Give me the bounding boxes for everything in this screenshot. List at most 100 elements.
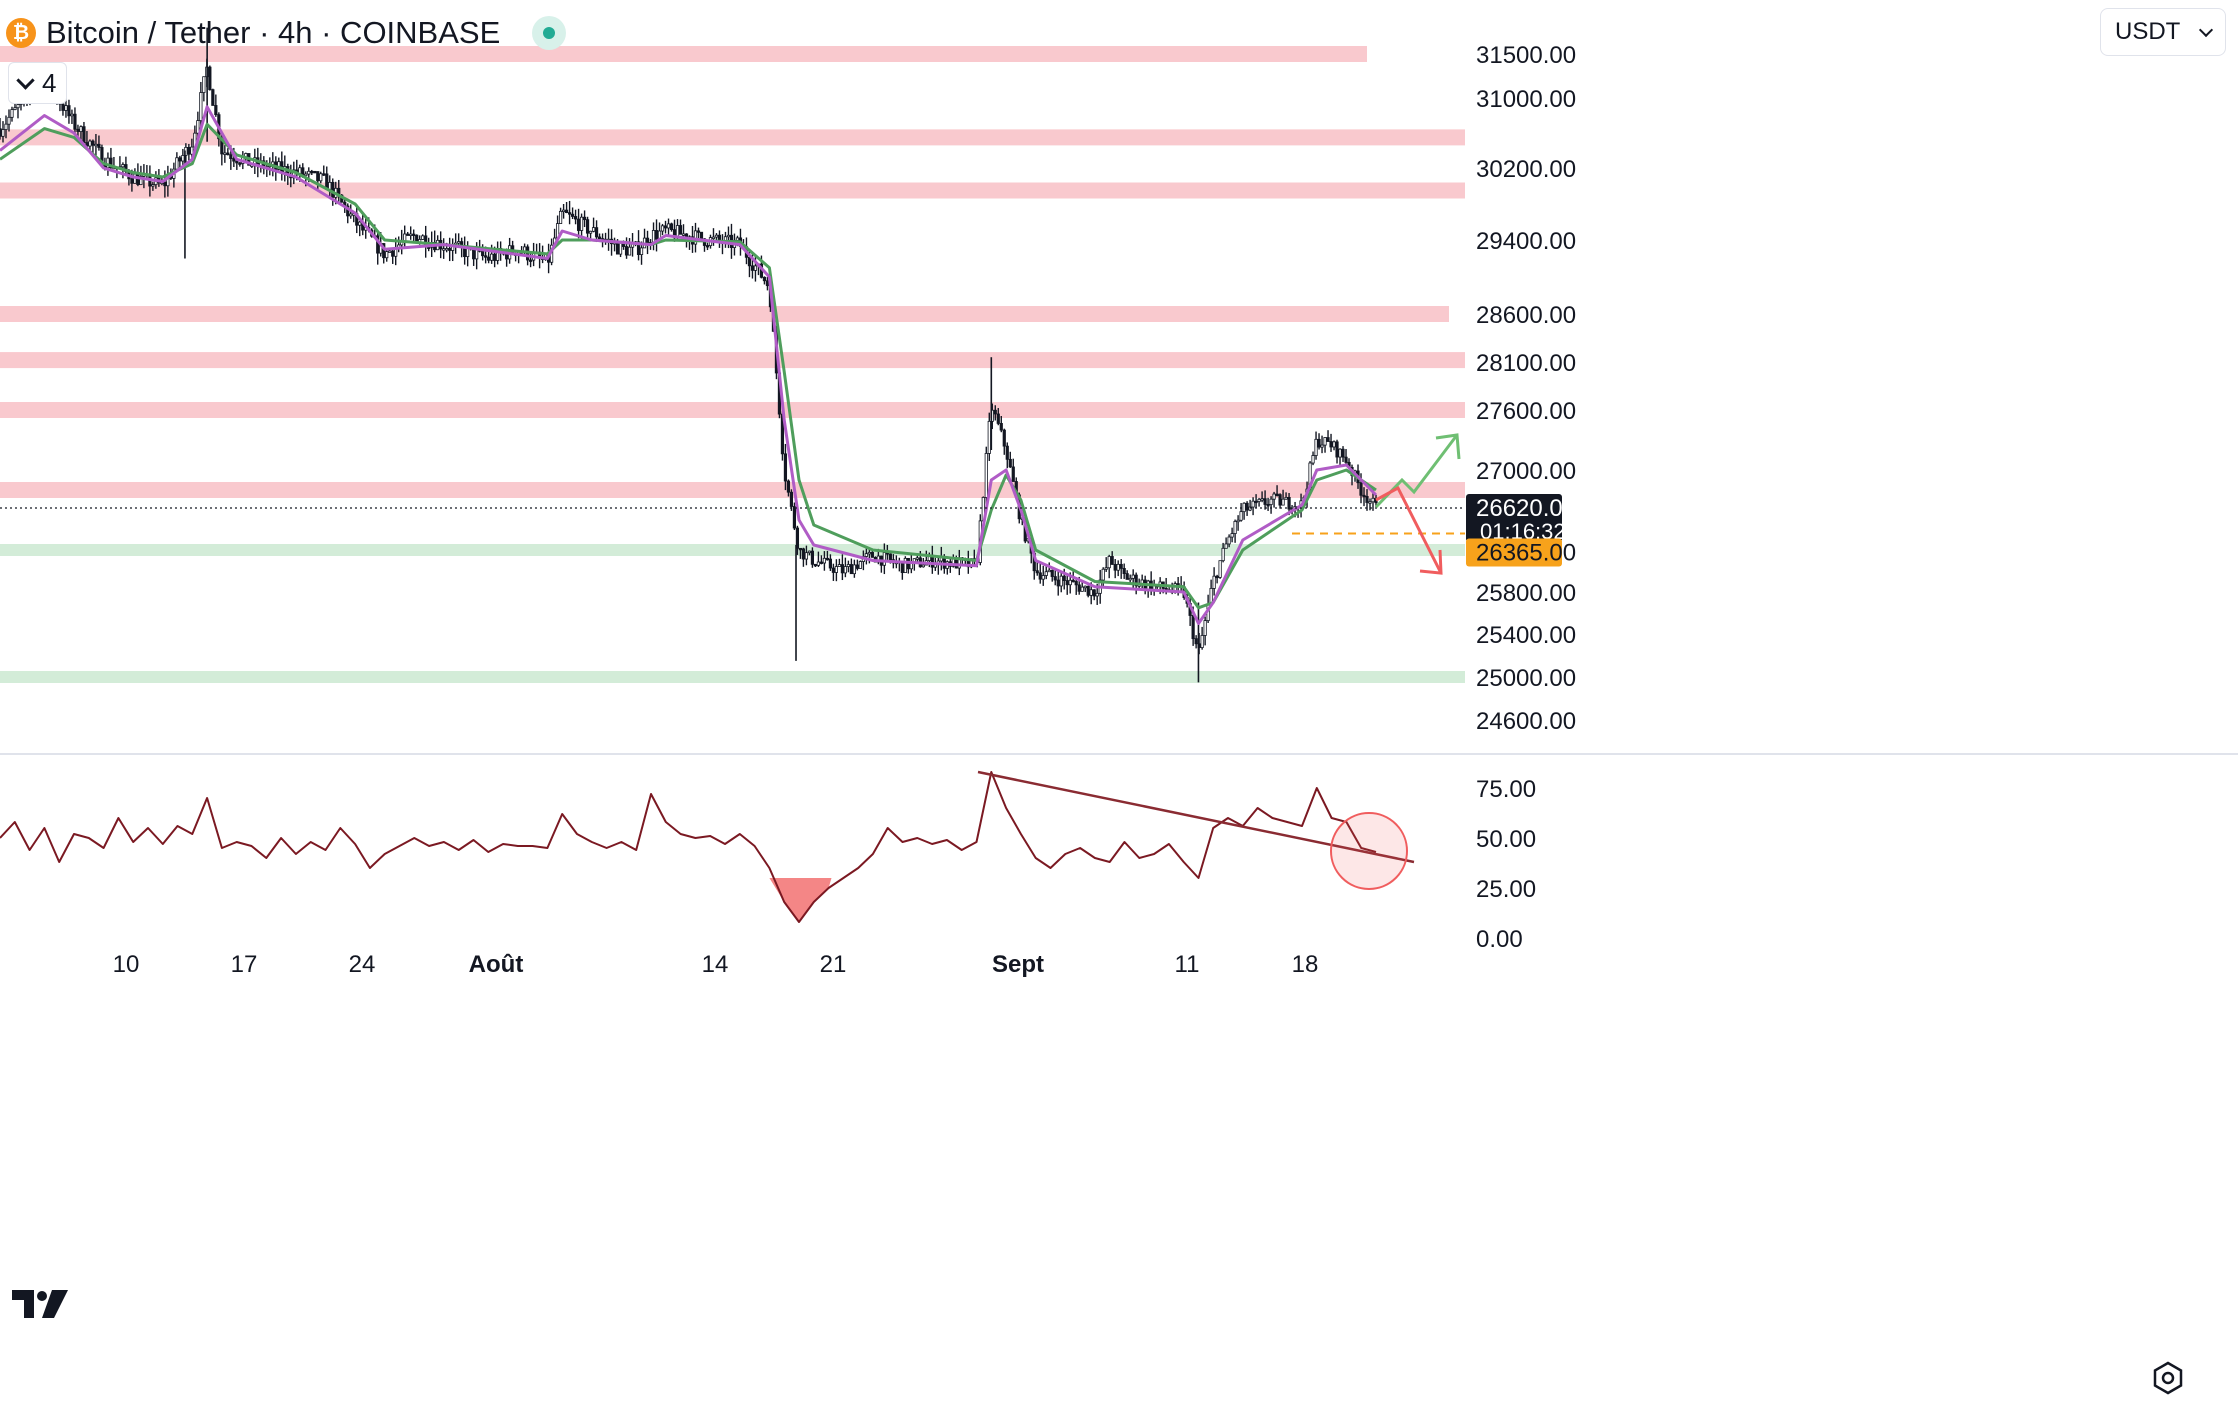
candle-body	[753, 265, 758, 271]
candle-body	[97, 143, 101, 148]
candle-body	[1224, 543, 1228, 549]
candle	[993, 405, 997, 421]
candle-body	[1056, 579, 1060, 587]
candle	[639, 241, 644, 265]
candle	[1254, 494, 1258, 508]
candle	[1194, 635, 1198, 649]
candle	[1011, 458, 1015, 482]
level-zones	[0, 46, 1465, 683]
candle-body	[1239, 511, 1243, 521]
candle-body	[4, 123, 8, 130]
candle	[1086, 585, 1090, 598]
candle	[858, 560, 862, 569]
candle	[624, 237, 629, 259]
candle	[1233, 519, 1237, 543]
candle	[795, 525, 800, 555]
candle	[627, 238, 632, 256]
candle-body	[1251, 500, 1255, 508]
candle-body	[804, 552, 809, 560]
resistance-zone-6	[0, 482, 1465, 498]
candle-body	[705, 245, 710, 248]
time-tick-label: 18	[1292, 951, 1319, 978]
candle-body	[855, 564, 859, 569]
indicators-collapse-button[interactable]: 4	[8, 62, 68, 104]
candle-body	[678, 225, 683, 235]
time-tick-label: 21	[820, 951, 847, 978]
candle-body	[208, 66, 212, 91]
candle-body	[304, 173, 308, 177]
candle-body	[639, 247, 644, 255]
candle-body	[681, 233, 686, 236]
candle	[618, 241, 623, 258]
candle	[822, 551, 827, 571]
candle-body	[558, 210, 563, 224]
chevron-down-icon	[2198, 22, 2214, 37]
symbol-title[interactable]: Bitcoin / Tether · 4h · COINBASE	[46, 15, 501, 50]
candle-body	[864, 553, 868, 557]
candle	[1059, 570, 1063, 593]
candle-body	[94, 143, 98, 147]
candle-body	[1086, 585, 1090, 596]
candle-body	[76, 128, 80, 132]
candle	[678, 219, 683, 235]
resistance-zone-0	[0, 46, 1367, 62]
candle-body	[1083, 585, 1087, 589]
candle-body	[1035, 570, 1039, 574]
candle-body	[660, 225, 665, 232]
candle-body	[316, 171, 320, 182]
candle	[1332, 440, 1336, 451]
settings-gear-icon[interactable]	[2150, 1360, 2186, 1396]
candle	[585, 216, 590, 239]
candle-body	[807, 550, 812, 554]
price-tick-label: 27000.00	[1476, 458, 1576, 485]
candle-body	[1053, 576, 1057, 581]
candle	[73, 107, 77, 134]
candle-body	[618, 242, 623, 255]
candle-body	[843, 566, 847, 574]
support-zone-0	[0, 544, 1465, 556]
candle	[1152, 579, 1156, 596]
candle-body	[813, 563, 818, 567]
candle-body	[747, 256, 752, 267]
candle	[630, 233, 635, 257]
candle-body	[726, 234, 731, 238]
support-zone-1	[0, 671, 1465, 683]
candle-body	[421, 235, 425, 240]
candle	[178, 155, 182, 169]
candle-body	[322, 173, 326, 176]
candle-body	[1047, 569, 1051, 573]
candle	[567, 200, 572, 225]
candle	[1335, 439, 1339, 464]
candle	[538, 243, 542, 269]
candle	[936, 556, 940, 575]
candle	[1311, 451, 1315, 466]
bearish-path	[1375, 485, 1443, 574]
candle-body	[1326, 437, 1330, 442]
candle	[4, 115, 8, 139]
candle	[1, 121, 5, 143]
candle	[118, 156, 122, 169]
candle-body	[903, 557, 907, 574]
candle	[984, 446, 988, 506]
candle-body	[699, 231, 704, 240]
candle-body	[1116, 563, 1120, 571]
candle-body	[487, 256, 491, 261]
currency-selector[interactable]: USDT	[2100, 8, 2226, 56]
candle	[1317, 433, 1321, 450]
candle	[1056, 569, 1060, 596]
candle-body	[238, 162, 242, 165]
candle-body	[573, 216, 578, 220]
candle-body	[915, 557, 919, 560]
candle-body	[1068, 579, 1072, 586]
candle	[804, 545, 809, 566]
candle-body	[79, 126, 83, 132]
candle	[463, 236, 467, 265]
candle	[1326, 430, 1330, 442]
candle	[1236, 515, 1240, 531]
candle-body	[181, 155, 185, 162]
candle	[226, 148, 230, 156]
candle-body	[1065, 580, 1069, 586]
candle-body	[591, 227, 596, 232]
